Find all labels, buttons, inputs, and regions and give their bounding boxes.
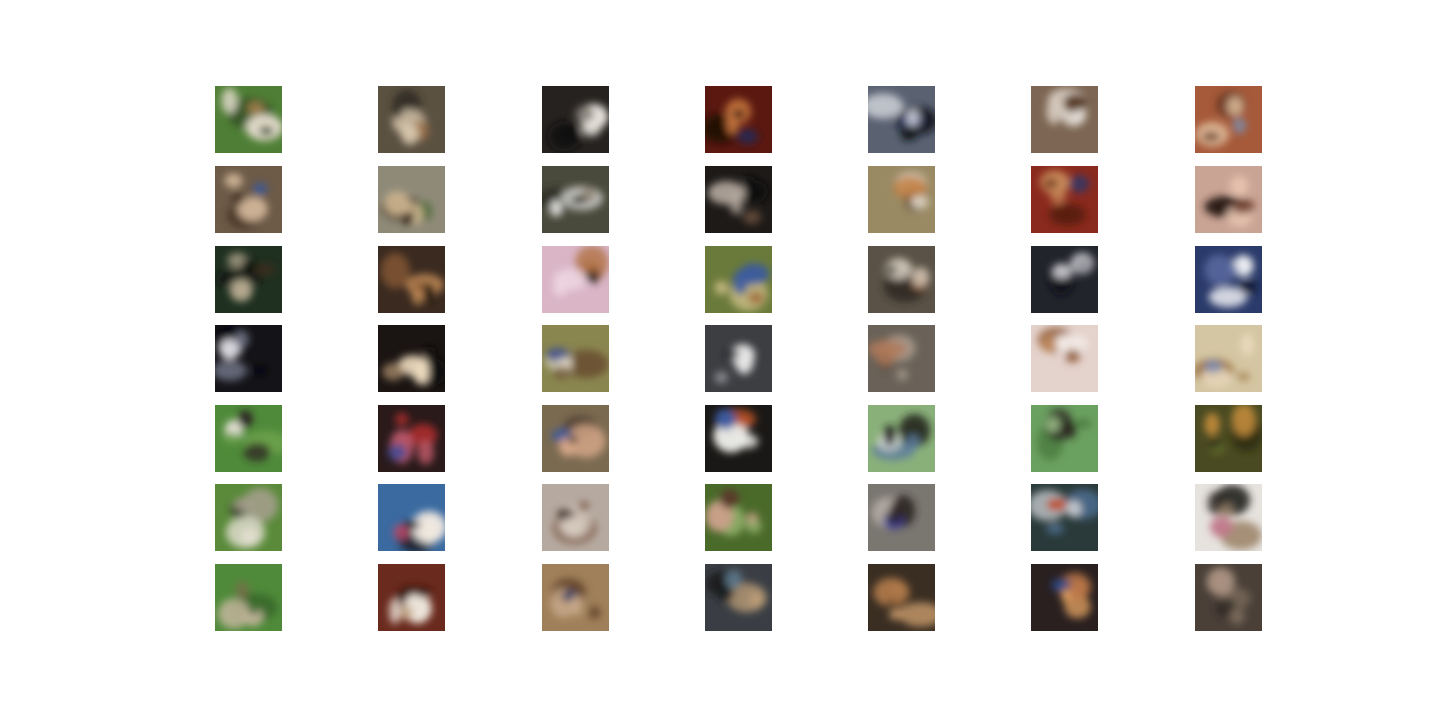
sample-image-pixels	[1195, 564, 1262, 631]
sample-image	[215, 484, 282, 551]
sample-image	[215, 86, 282, 153]
sample-image	[215, 166, 282, 233]
sample-image	[215, 564, 282, 631]
sample-image	[1195, 564, 1262, 631]
sample-image-pixels	[1031, 166, 1098, 233]
sample-image-pixels	[542, 325, 609, 392]
sample-image	[542, 484, 609, 551]
sample-image	[868, 166, 935, 233]
sample-image	[1031, 325, 1098, 392]
sample-image	[1031, 564, 1098, 631]
sample-image-pixels	[1031, 246, 1098, 313]
sample-image-pixels	[705, 484, 772, 551]
sample-image-pixels	[1195, 246, 1262, 313]
sample-image-pixels	[215, 564, 282, 631]
sample-image-pixels	[868, 246, 935, 313]
sample-image-pixels	[215, 325, 282, 392]
sample-image	[705, 564, 772, 631]
sample-image	[1195, 484, 1262, 551]
sample-image-pixels	[215, 166, 282, 233]
sample-image	[378, 246, 445, 313]
sample-image	[542, 325, 609, 392]
sample-image	[378, 86, 445, 153]
sample-image	[705, 405, 772, 472]
sample-image-pixels	[378, 166, 445, 233]
sample-image-pixels	[868, 564, 935, 631]
sample-image	[868, 325, 935, 392]
sample-image	[705, 484, 772, 551]
sample-image-pixels	[542, 246, 609, 313]
sample-image	[378, 405, 445, 472]
sample-image	[1031, 86, 1098, 153]
sample-image-pixels	[542, 86, 609, 153]
sample-image-pixels	[542, 166, 609, 233]
sample-image-pixels	[705, 564, 772, 631]
sample-image	[378, 325, 445, 392]
sample-image-pixels	[215, 484, 282, 551]
sample-image-pixels	[542, 564, 609, 631]
sample-image	[215, 325, 282, 392]
sample-image-pixels	[705, 166, 772, 233]
sample-image-pixels	[378, 325, 445, 392]
sample-image	[1195, 405, 1262, 472]
sample-image-pixels	[378, 484, 445, 551]
sample-image	[215, 246, 282, 313]
sample-image-pixels	[1031, 325, 1098, 392]
sample-image	[1195, 325, 1262, 392]
sample-image-pixels	[868, 166, 935, 233]
sample-image-pixels	[1195, 484, 1262, 551]
sample-image-pixels	[1195, 166, 1262, 233]
sample-image	[1031, 166, 1098, 233]
sample-image	[1195, 166, 1262, 233]
sample-image-pixels	[542, 405, 609, 472]
sample-image-pixels	[868, 325, 935, 392]
sample-image	[215, 405, 282, 472]
sample-image	[542, 166, 609, 233]
sample-image-pixels	[868, 484, 935, 551]
sample-image	[378, 166, 445, 233]
sample-image	[1031, 246, 1098, 313]
sample-image	[1031, 484, 1098, 551]
sample-image-pixels	[705, 325, 772, 392]
sample-image	[542, 246, 609, 313]
sample-image	[705, 86, 772, 153]
sample-image	[868, 484, 935, 551]
sample-image	[1195, 86, 1262, 153]
sample-image-pixels	[1031, 405, 1098, 472]
sample-image-pixels	[705, 405, 772, 472]
sample-image-pixels	[378, 405, 445, 472]
sample-image	[542, 86, 609, 153]
sample-image-pixels	[215, 86, 282, 153]
sample-image	[705, 246, 772, 313]
sample-image-pixels	[868, 86, 935, 153]
sample-image	[868, 86, 935, 153]
sample-image-pixels	[1031, 564, 1098, 631]
sample-image	[705, 166, 772, 233]
sample-image-pixels	[1195, 325, 1262, 392]
sample-image-pixels	[1195, 405, 1262, 472]
sample-image-pixels	[378, 564, 445, 631]
sample-image	[868, 564, 935, 631]
sample-image	[1031, 405, 1098, 472]
sample-image-pixels	[868, 405, 935, 472]
sample-image-pixels	[705, 246, 772, 313]
sample-image	[705, 325, 772, 392]
sample-image-pixels	[378, 86, 445, 153]
sample-image-pixels	[378, 246, 445, 313]
sample-image	[868, 405, 935, 472]
sample-image-pixels	[215, 246, 282, 313]
sample-image	[542, 564, 609, 631]
sample-image-pixels	[1031, 484, 1098, 551]
sample-image	[1195, 246, 1262, 313]
sample-image-pixels	[542, 484, 609, 551]
sample-image-pixels	[1195, 86, 1262, 153]
sample-image-pixels	[1031, 86, 1098, 153]
sample-image	[378, 484, 445, 551]
sample-image-pixels	[705, 86, 772, 153]
sample-image	[542, 405, 609, 472]
sample-image	[378, 564, 445, 631]
sample-image	[868, 246, 935, 313]
sample-image-pixels	[215, 405, 282, 472]
